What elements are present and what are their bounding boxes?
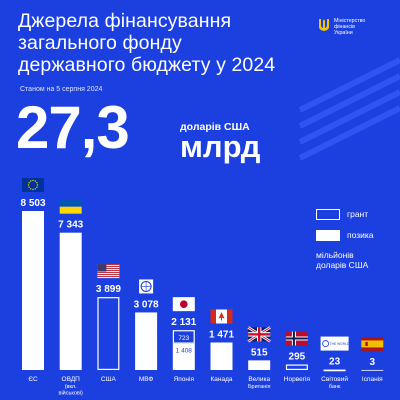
usa-flag-icon: [97, 264, 120, 279]
x-tick-label: МВФ: [139, 376, 154, 383]
x-tick-label: Велика: [248, 376, 270, 383]
legend-swatch-grant: [316, 208, 340, 220]
world-bank-logo-icon: THE WORLD BANK: [320, 336, 360, 351]
eu-flag-icon: [22, 178, 44, 192]
title-line-2: загального фонду: [18, 32, 182, 54]
x-tick-label: США: [101, 376, 117, 383]
legend-item-loan: позика: [316, 229, 374, 241]
total-currency: доларів США: [180, 121, 250, 133]
world-bank-logo-text: THE WORLD BANK: [330, 342, 360, 346]
bar-value-label: 1 471: [209, 329, 234, 340]
bar-loan: [135, 312, 158, 370]
logo-line-2: фінансів: [334, 24, 355, 30]
title-line-1: Джерела фінансування: [18, 10, 232, 32]
bar-grant: [97, 297, 120, 371]
bar-loan: [22, 211, 44, 370]
uk-flag-icon: [247, 326, 271, 343]
spain-flag-icon: [361, 336, 384, 351]
bar-value-label: 295: [289, 351, 306, 362]
bar-grant: [323, 369, 346, 372]
japan-flag-icon: [172, 297, 195, 312]
canada-flag-icon: [210, 309, 233, 324]
x-tick-label: військові): [59, 390, 84, 397]
norway-flag-icon: [285, 331, 308, 346]
x-tick-label: Норвегія: [284, 375, 311, 383]
total-value: 27,3: [16, 94, 130, 161]
logo-line-3: України: [334, 30, 353, 36]
x-tick-label: ЄС: [28, 376, 38, 383]
legend-label-grant: грант: [347, 209, 369, 219]
x-tick-label: Світовий: [321, 375, 348, 383]
imf-logo-icon: [139, 279, 154, 294]
bar-loan: [59, 232, 82, 370]
chart-legend: грант позика мільйонів доларів США: [316, 208, 374, 270]
bar-grant-label: 723: [178, 335, 189, 342]
bar-value-label: 3 899: [96, 284, 121, 295]
bar-loan: [172, 343, 195, 370]
bar-grant: [285, 364, 308, 370]
x-tick-label: банк: [329, 384, 341, 390]
ukraine-flag-icon: [59, 199, 82, 214]
x-tick-label: Канада: [210, 376, 232, 383]
x-tick-label: (вкл.: [65, 384, 77, 390]
legend-unit-line-2: доларів США: [316, 260, 369, 270]
x-tick-label: Британія: [248, 384, 271, 390]
bar-value-label: 3: [370, 357, 376, 368]
bar-value-label: 515: [251, 347, 268, 358]
bar-value-label: 2 131: [171, 317, 196, 328]
page-title: Джерела фінансування загального фонду де…: [18, 10, 308, 76]
x-tick-label: Іспанія: [362, 375, 383, 383]
ministry-logo: Міністерство фінансів України: [318, 18, 365, 36]
legend-unit-line-1: мільйонів: [316, 250, 354, 260]
ministry-logo-text: Міністерство фінансів України: [334, 18, 365, 36]
x-tick-label: ОВДП: [62, 376, 81, 383]
legend-unit: мільйонів доларів США: [316, 250, 374, 270]
legend-swatch-loan: [316, 229, 340, 241]
bar-value-label: 7 343: [58, 220, 83, 231]
bar-value-label: 8 503: [20, 198, 45, 209]
title-line-3: державного бюджету у 2024: [18, 54, 276, 76]
bar-value-label: 23: [329, 357, 341, 368]
total-magnitude: млрд: [180, 129, 261, 164]
bar-value-label: 3 078: [134, 299, 159, 310]
bar-loan: [210, 342, 233, 370]
bar-loan: [361, 369, 384, 371]
logo-line-1: Міністерство: [334, 18, 366, 24]
x-tick-label: Японія: [174, 375, 195, 383]
bar-loan-label: 1 408: [176, 348, 193, 355]
bar-grant: [172, 330, 195, 344]
as-of-date: Станом на 5 серпня 2024: [20, 86, 103, 93]
legend-label-loan: позика: [347, 230, 374, 240]
trident-icon: [319, 19, 329, 31]
legend-item-grant: грант: [316, 208, 374, 220]
bar-loan: [248, 360, 271, 370]
